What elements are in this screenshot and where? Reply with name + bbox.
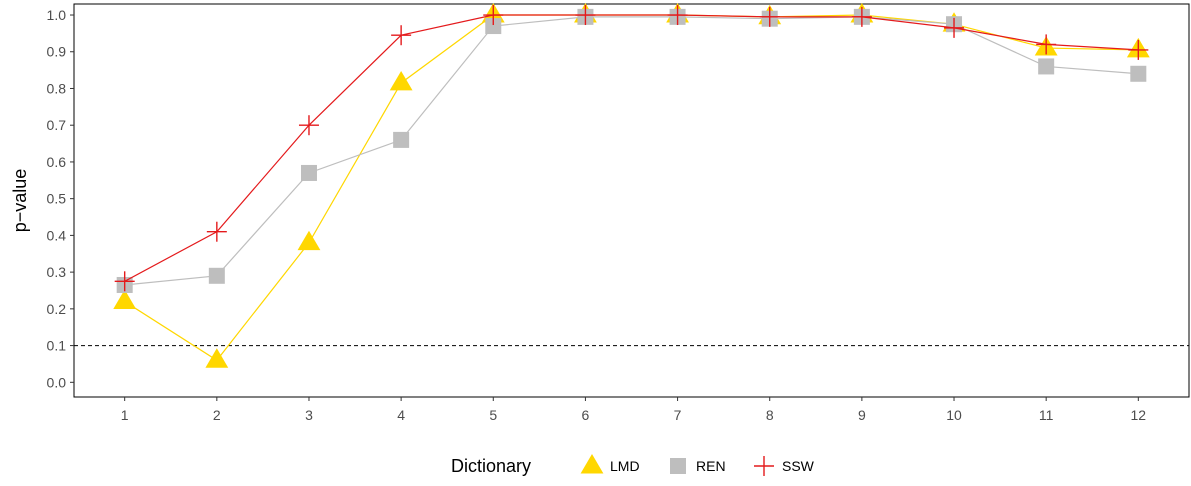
point-ren: [1130, 65, 1147, 82]
x-tick-label: 1: [121, 407, 129, 423]
point-ren: [208, 267, 225, 284]
x-tick-label: 9: [858, 407, 866, 423]
point-lmd: [389, 70, 413, 91]
legend-key-lmd: [580, 454, 604, 474]
point-ssw: [206, 221, 227, 242]
series-line-ssw: [124, 14, 1139, 282]
legend-label-ren: REN: [696, 458, 726, 474]
point-ssw: [575, 5, 596, 26]
y-tick-label: 0.0: [47, 374, 67, 390]
y-tick-label: 1.0: [47, 7, 67, 23]
legend-label-lmd: LMD: [610, 458, 640, 474]
point-lmd: [205, 348, 229, 368]
y-tick-label: 0.3: [47, 264, 67, 280]
point-ren: [393, 131, 410, 148]
x-tick-label: 5: [489, 407, 497, 423]
point-lmd: [297, 230, 321, 251]
x-tick-label: 8: [766, 407, 774, 423]
point-ssw: [851, 6, 872, 27]
x-tick-label: 3: [305, 407, 313, 423]
y-axis-title: p−value: [10, 169, 30, 233]
point-ssw: [667, 5, 688, 26]
x-tick-label: 10: [946, 407, 962, 423]
y-tick-label: 0.5: [47, 191, 67, 207]
legend: Dictionary LMD REN SSW: [451, 454, 815, 476]
y-tick-label: 0.2: [47, 301, 67, 317]
point-ssw: [298, 115, 319, 136]
point-lmd: [113, 289, 137, 309]
plot-area: 0.00.10.20.30.40.50.60.70.80.91.01 2 3 4 5 6 7…: [47, 3, 1190, 423]
point-ssw: [1128, 39, 1149, 60]
legend-title: Dictionary: [451, 456, 531, 476]
y-tick-label: 0.1: [47, 338, 67, 354]
point-ssw: [483, 5, 504, 26]
point-ssw: [759, 6, 780, 27]
y-tick-label: 0.4: [47, 227, 67, 243]
legend-key-ren: [670, 458, 686, 474]
x-tick-label: 12: [1131, 407, 1147, 423]
x-tick-label: 6: [582, 407, 590, 423]
y-tick-label: 0.9: [47, 44, 67, 60]
x-tick-label: 4: [397, 407, 405, 423]
point-ren: [1038, 58, 1055, 75]
x-tick-label: 2: [213, 407, 221, 423]
point-ssw: [391, 25, 412, 46]
point-ssw: [114, 271, 135, 292]
point-ren: [485, 18, 502, 35]
point-ssw: [944, 17, 965, 38]
point-ssw: [1036, 34, 1057, 55]
y-tick-label: 0.8: [47, 80, 67, 96]
series-line-ren: [124, 16, 1139, 286]
legend-label-ssw: SSW: [782, 458, 815, 474]
x-tick-label: 11: [1039, 407, 1054, 423]
series-line-lmd: [124, 14, 1139, 362]
y-tick-label: 0.6: [47, 154, 67, 170]
legend-key-ssw: [754, 456, 774, 476]
y-tick-label: 0.7: [47, 117, 67, 133]
plot-border: [73, 3, 1190, 398]
x-tick-label: 7: [674, 407, 682, 423]
point-ren: [300, 164, 317, 181]
